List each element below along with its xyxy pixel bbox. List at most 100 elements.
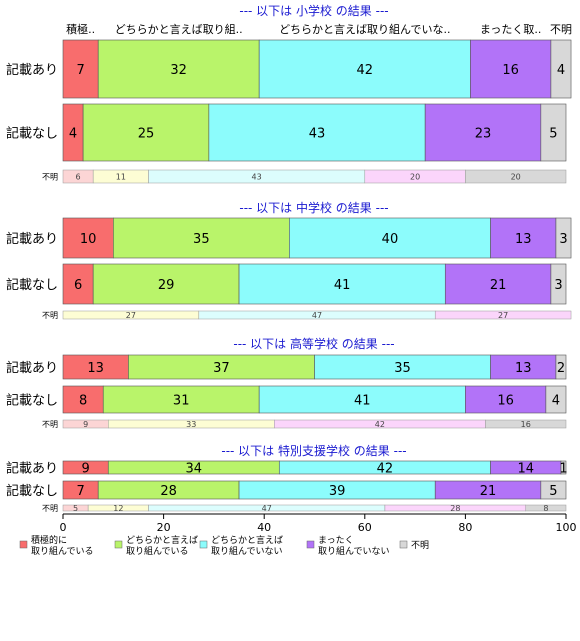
bar-value-label: 41 bbox=[334, 278, 351, 293]
x-axis-tick-label: 0 bbox=[60, 521, 67, 534]
bar-segment bbox=[540, 480, 567, 500]
row-label: 記載あり bbox=[6, 461, 58, 477]
bar-value-label: 4 bbox=[552, 394, 560, 409]
bar-segment bbox=[540, 103, 567, 162]
bar-value-label: 34 bbox=[186, 462, 203, 477]
bar-segment bbox=[128, 354, 315, 380]
legend-swatch bbox=[399, 540, 408, 549]
bar-segment bbox=[82, 103, 210, 162]
unknown-bar-value-label: 16 bbox=[521, 420, 531, 429]
unknown-bar-value-label: 27 bbox=[498, 311, 508, 320]
bar-segment bbox=[102, 385, 260, 414]
panel-title: --- 以下は 高等学校 の結果 --- bbox=[233, 336, 394, 351]
bar-segment bbox=[62, 217, 114, 259]
x-axis-tick-label: 60 bbox=[358, 521, 372, 534]
unknown-bar-segment bbox=[525, 504, 567, 512]
bar-value-label: 13 bbox=[515, 232, 532, 247]
bar-value-label: 5 bbox=[549, 484, 557, 499]
bar-segment bbox=[555, 217, 572, 259]
legend-swatch bbox=[306, 540, 315, 549]
bar-segment bbox=[238, 263, 446, 305]
bar-segment bbox=[62, 263, 94, 305]
bar-value-label: 13 bbox=[515, 361, 532, 376]
unknown-bar-value-label: 11 bbox=[116, 173, 126, 182]
bar-value-label: 41 bbox=[354, 394, 371, 409]
bar-segment bbox=[560, 460, 567, 475]
bar-value-label: 7 bbox=[76, 63, 84, 78]
bar-value-label: 16 bbox=[502, 63, 519, 78]
bar-segment bbox=[470, 39, 552, 99]
legend-label: どちらかと言えば bbox=[211, 534, 283, 546]
bar-segment bbox=[555, 354, 567, 380]
bar-value-label: 9 bbox=[81, 462, 89, 477]
bar-segment bbox=[208, 103, 426, 162]
bar-value-label: 6 bbox=[74, 278, 82, 293]
bar-value-label: 21 bbox=[490, 278, 507, 293]
unknown-bar-value-label: 5 bbox=[73, 504, 78, 513]
row-label: 記載なし bbox=[6, 277, 58, 293]
unknown-bar-value-label: 28 bbox=[450, 504, 460, 513]
bar-value-label: 42 bbox=[377, 462, 394, 477]
bar-value-label: 14 bbox=[517, 462, 534, 477]
bar-value-label: 35 bbox=[394, 361, 411, 376]
unknown-bar-segment bbox=[485, 419, 567, 429]
unknown-row-label: 不明 bbox=[42, 420, 58, 429]
bar-value-label: 32 bbox=[170, 63, 187, 78]
legend-label: 積極的に bbox=[31, 534, 67, 546]
bar-value-label: 5 bbox=[549, 127, 557, 142]
bar-value-label: 39 bbox=[329, 484, 346, 499]
bar-value-label: 4 bbox=[69, 127, 77, 142]
bar-segment bbox=[92, 263, 240, 305]
bar-segment bbox=[490, 217, 557, 259]
legend-label: 取り組んでいる bbox=[31, 545, 94, 557]
unknown-bar-value-label: 33 bbox=[186, 420, 196, 429]
row-label: 記載あり bbox=[6, 360, 58, 376]
bar-value-label: 1 bbox=[559, 462, 567, 477]
bar-value-label: 31 bbox=[173, 394, 190, 409]
bar-value-label: 2 bbox=[557, 361, 565, 376]
bar-segment bbox=[113, 217, 290, 259]
bar-segment bbox=[97, 39, 260, 99]
unknown-bar-value-label: 43 bbox=[252, 173, 262, 182]
unknown-bar-segment bbox=[434, 310, 572, 320]
x-axis-tick-label: 100 bbox=[556, 521, 577, 534]
unknown-bar-value-label: 8 bbox=[543, 504, 548, 513]
bar-value-label: 42 bbox=[357, 63, 374, 78]
bar-value-label: 28 bbox=[160, 484, 177, 499]
bar-value-label: 21 bbox=[480, 484, 497, 499]
bar-segment bbox=[62, 39, 99, 99]
unknown-row-label: 不明 bbox=[42, 311, 58, 320]
row-label: 記載なし bbox=[6, 126, 58, 142]
x-axis-tick-label: 80 bbox=[458, 521, 472, 534]
x-axis-tick-label: 20 bbox=[157, 521, 171, 534]
bar-value-label: 10 bbox=[80, 232, 97, 247]
column-header: まったく取.. bbox=[480, 23, 542, 36]
unknown-bar-value-label: 20 bbox=[410, 173, 420, 182]
bar-value-label: 29 bbox=[158, 278, 175, 293]
legend-swatch bbox=[19, 540, 28, 549]
bar-segment bbox=[258, 39, 471, 99]
legend-label: まったく bbox=[318, 535, 354, 546]
bar-value-label: 3 bbox=[554, 278, 562, 293]
unknown-bar-segment bbox=[465, 169, 567, 184]
legend-label: 取り組んでいない bbox=[318, 545, 390, 557]
bar-value-label: 4 bbox=[557, 63, 565, 78]
legend-swatch bbox=[199, 540, 208, 549]
legend-label: 取り組んでいる bbox=[126, 545, 189, 557]
x-axis-tick-label: 40 bbox=[257, 521, 271, 534]
row-label: 記載なし bbox=[6, 483, 58, 499]
bar-value-label: 37 bbox=[213, 361, 230, 376]
panel-title: --- 以下は 特別支援学校 の結果 --- bbox=[221, 443, 406, 458]
bar-segment bbox=[289, 217, 491, 259]
bar-segment bbox=[465, 385, 547, 414]
bar-segment bbox=[550, 39, 572, 99]
bar-value-label: 8 bbox=[79, 394, 87, 409]
column-header: 積極.. bbox=[66, 22, 95, 36]
bar-value-label: 7 bbox=[76, 484, 84, 499]
unknown-row-label: 不明 bbox=[42, 173, 58, 182]
unknown-bar-value-label: 9 bbox=[83, 420, 88, 429]
bar-value-label: 35 bbox=[193, 232, 210, 247]
legend-label: 不明 bbox=[411, 540, 429, 551]
